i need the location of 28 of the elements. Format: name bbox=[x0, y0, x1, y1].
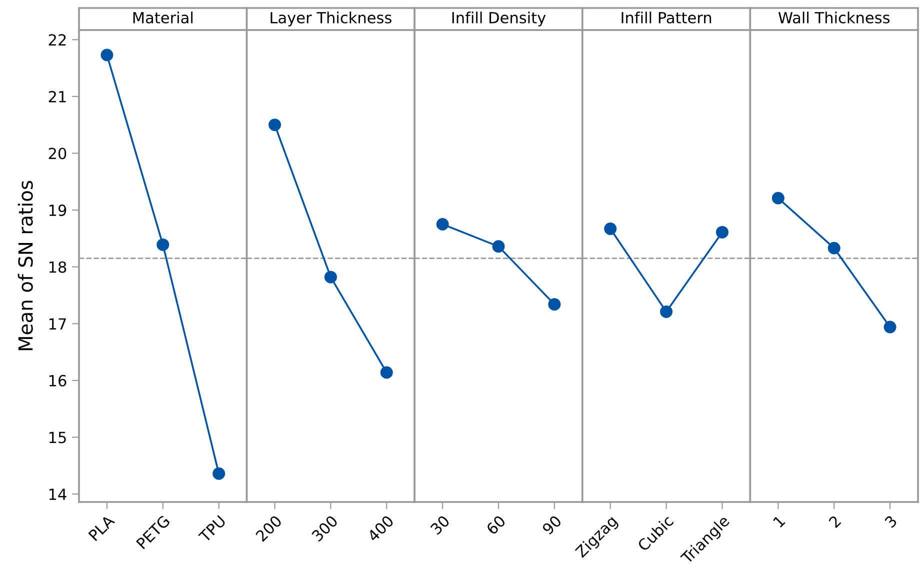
point bbox=[100, 48, 114, 62]
y-tick-label: 21 bbox=[48, 90, 66, 102]
x-tick-label: 300 bbox=[311, 514, 338, 542]
chart-title: Wall Thickness bbox=[778, 12, 890, 24]
point bbox=[212, 467, 226, 480]
y-tick-label: 17 bbox=[49, 318, 66, 330]
x-tick-label: PLA bbox=[88, 514, 116, 542]
chart-title: Layer Thickness bbox=[270, 12, 392, 26]
y-tick-label: 19 bbox=[49, 204, 66, 216]
x-tick-label: 30 bbox=[430, 514, 450, 536]
y-tick-label: 14 bbox=[49, 488, 66, 500]
x-tick-label: 1 bbox=[772, 515, 786, 528]
x-tick-label: TPU bbox=[198, 515, 226, 544]
x-tick-label: 400 bbox=[366, 514, 394, 542]
y-axis-title: Mean of SN ratios bbox=[18, 180, 33, 350]
x-tick-label: 60 bbox=[486, 514, 506, 536]
x-tick-label: 3 bbox=[884, 514, 898, 528]
y-tick-label: 15 bbox=[49, 432, 66, 444]
chart-title: Infill Density bbox=[452, 12, 546, 26]
point bbox=[156, 238, 170, 251]
chart-title: Material bbox=[133, 12, 192, 24]
x-tick-label: 2 bbox=[828, 515, 842, 528]
y-tick-label: 20 bbox=[48, 148, 66, 160]
y-tick-label: 16 bbox=[49, 374, 66, 386]
y-tick-label: 18 bbox=[49, 261, 66, 273]
chart-title: Infill Pattern bbox=[622, 12, 712, 24]
y-tick-label: 22 bbox=[48, 34, 66, 46]
x-tick-label: 90 bbox=[542, 514, 562, 536]
